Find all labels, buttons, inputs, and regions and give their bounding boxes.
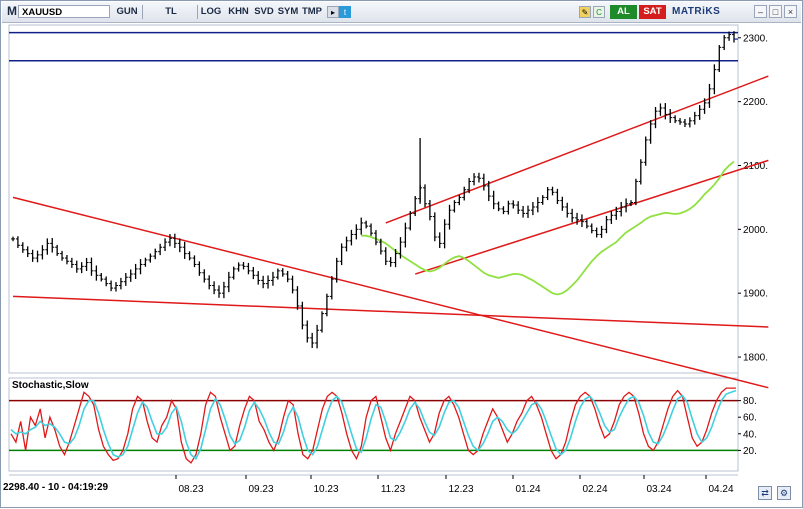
template-button[interactable]: TMP bbox=[301, 6, 323, 17]
price-axis-label: 1800. bbox=[743, 353, 768, 364]
toolbar-arrow-icon[interactable]: ▸ bbox=[327, 6, 339, 18]
price-axis-label: 1900. bbox=[743, 289, 768, 300]
period-gun-button[interactable]: GUN bbox=[116, 6, 138, 17]
sell-button[interactable]: SAT bbox=[639, 5, 666, 19]
scroll-arrows-icon[interactable]: ⇄ bbox=[758, 486, 772, 500]
buy-button[interactable]: AL bbox=[610, 5, 637, 19]
stochastic-axis-label: 40. bbox=[743, 429, 757, 440]
minimize-button[interactable]: – bbox=[754, 5, 767, 18]
date-axis-label: 09.23 bbox=[248, 484, 273, 495]
price-axis-label: 2300. bbox=[743, 33, 768, 44]
date-axis-label: 10.23 bbox=[313, 484, 338, 495]
chart-toolbar: M XAUUSD GUN TL LOG KHN SVD SYM TMP ▸ t … bbox=[2, 2, 801, 23]
price-axis-label: 2000. bbox=[743, 225, 768, 236]
refresh-icon[interactable]: C bbox=[593, 6, 605, 18]
app-logo: M bbox=[7, 4, 17, 18]
volume-button[interactable]: SVD bbox=[254, 6, 274, 17]
date-axis-label: 08.23 bbox=[178, 484, 203, 495]
moving-average-line bbox=[361, 160, 735, 296]
toolbar-divider bbox=[197, 5, 198, 19]
toolbar-divider bbox=[142, 5, 143, 19]
trend-line bbox=[12, 196, 769, 389]
price-axis-label: 2100. bbox=[743, 161, 768, 172]
stochastic-axis-label: 20. bbox=[743, 446, 757, 457]
date-axis-label: 04.24 bbox=[708, 484, 733, 495]
price-axis-label: 2200. bbox=[743, 97, 768, 108]
maximize-button[interactable]: □ bbox=[769, 5, 782, 18]
price-time-readout: 2298.40 - 10 - 04:19:29 bbox=[3, 482, 173, 494]
trend-line bbox=[12, 295, 769, 328]
date-axis-label: 11.23 bbox=[381, 484, 406, 495]
log-scale-button[interactable]: LOG bbox=[200, 6, 222, 17]
brand-logo: MATRiKS bbox=[672, 6, 721, 17]
candlestick-button[interactable]: KHN bbox=[228, 6, 249, 17]
trend-line bbox=[414, 159, 769, 275]
settings-icon[interactable]: ⚙ bbox=[777, 486, 791, 500]
symbol-input[interactable]: XAUUSD bbox=[18, 5, 110, 18]
date-axis-label: 01.24 bbox=[515, 484, 540, 495]
currency-tl-button[interactable]: TL bbox=[165, 6, 177, 17]
stochastic-d-line bbox=[10, 389, 737, 460]
date-axis-label: 12.23 bbox=[448, 484, 473, 495]
close-button[interactable]: × bbox=[784, 5, 797, 18]
pencil-icon[interactable]: ✎ bbox=[579, 6, 591, 18]
price-bars bbox=[11, 31, 736, 349]
stochastic-axis-label: 60. bbox=[743, 413, 757, 424]
stochastic-axis-label: 80. bbox=[743, 396, 757, 407]
twitter-icon[interactable]: t bbox=[339, 6, 351, 18]
trend-line bbox=[385, 75, 769, 224]
stochastic-k-line bbox=[10, 387, 736, 464]
date-axis-label: 02.24 bbox=[582, 484, 607, 495]
date-axis-label: 03.24 bbox=[646, 484, 671, 495]
symbol-button[interactable]: SYM bbox=[277, 6, 299, 17]
stochastic-title: Stochastic,Slow bbox=[12, 380, 89, 391]
